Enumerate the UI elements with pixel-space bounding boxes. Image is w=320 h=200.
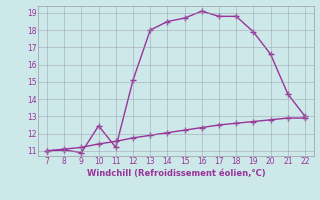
X-axis label: Windchill (Refroidissement éolien,°C): Windchill (Refroidissement éolien,°C) [87, 169, 265, 178]
